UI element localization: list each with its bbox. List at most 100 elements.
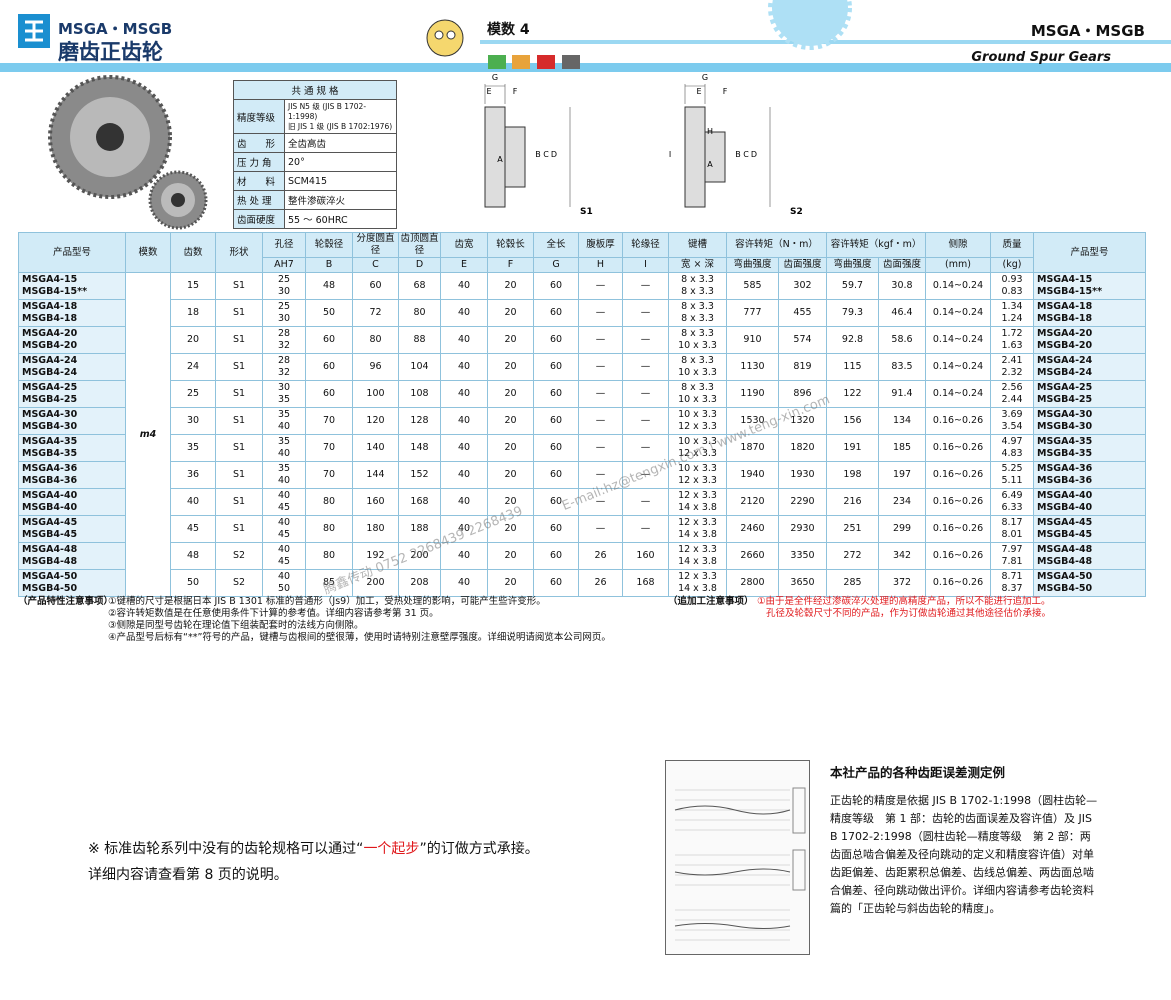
mass-cell: 6.49 6.33 (990, 488, 1035, 516)
model: MSGB4-20 (22, 340, 78, 351)
bend_nm: 1530 (726, 407, 779, 435)
custom-line1: ※ 标准齿轮系列中没有的齿轮规格可以通过“一个起步”的订做方式承接。 (88, 838, 539, 858)
spec-value-line: 全齿高齿 (288, 139, 327, 150)
width: 40 (440, 434, 488, 462)
model-cell: MSGA4-24 MSGB4-24 (18, 353, 126, 381)
keyway-cell: 12 x 3.3 14 x 3.8 (668, 542, 727, 570)
icon-lines (25, 20, 43, 42)
model-cell: MSGA4-50 MSGB4-50 (1033, 569, 1147, 597)
row: MSGA4-30 MSGB4-30 30 S1 35 40 70 120 128 40 20 60— —… (18, 407, 1147, 435)
bore: 40 (277, 490, 291, 501)
bore: 40 (277, 421, 291, 432)
bore: 32 (277, 340, 291, 351)
bore: 28 (277, 355, 291, 366)
width: 40 (440, 353, 488, 381)
note-item: ②容许转矩数值是在任意使用条件下计算的参考值。详细内容请参考第 31 页。 (108, 608, 439, 619)
tooth_nm: 1820 (778, 434, 827, 462)
mass: 8.17 (1001, 517, 1023, 528)
bend_kgf: 191 (826, 434, 879, 462)
bend_kgf: 79.3 (826, 299, 879, 327)
row: MSGA4-20 MSGB4-20 20 S1 28 32 60 80 88 40 20 60— —8 … (18, 326, 1147, 354)
header-cell: (kg) (990, 257, 1035, 273)
tooth_kgf: 46.4 (877, 299, 927, 327)
header-cell: 齿面强度 (877, 257, 927, 273)
spec-value: 全齿高齿 (284, 133, 397, 153)
header-cell: 轮毂长 (487, 232, 534, 258)
spec-value: SCM415 (284, 171, 397, 191)
model-cell: MSGA4-18 MSGB4-18 (18, 299, 126, 327)
pitch: 60 (352, 272, 399, 300)
mass: 1.24 (1001, 313, 1023, 324)
model: MSGA4-50 (1037, 571, 1093, 582)
shape: S1 (215, 380, 263, 408)
total: 60 (533, 353, 579, 381)
model: MSGB4-18 (22, 313, 78, 324)
total: 60 (533, 380, 579, 408)
model: MSGA4-18 (1037, 301, 1093, 312)
model: MSGB4-40 (22, 502, 78, 513)
note-item: ①键槽的尺寸是根据日本 JIS B 1301 标准的普通形（Js9）加工，受热处… (108, 596, 546, 607)
measure-chart (665, 760, 810, 955)
model: MSGB4-45 (22, 529, 78, 540)
bend_nm: 2120 (726, 488, 779, 516)
header-cell: 齿宽 (440, 232, 488, 258)
mass: 1.72 (1001, 328, 1023, 339)
spec-label: 齿 形 (233, 133, 285, 153)
header-cell: I (622, 257, 669, 273)
model: MSGB4-30 (22, 421, 78, 432)
pitch: 140 (352, 434, 399, 462)
bore: 35 (277, 463, 291, 474)
hub: 70 (305, 461, 353, 489)
keyway: 8 x 3.3 (681, 328, 714, 339)
header-cell: 齿顶圆直径 (398, 232, 441, 258)
model-cell: MSGA4-35 MSGB4-35 (18, 434, 126, 462)
tip: 128 (398, 407, 441, 435)
total: 60 (533, 326, 579, 354)
model: MSGB4-24 (22, 367, 78, 378)
model-cell: MSGA4-24 MSGB4-24 (1033, 353, 1147, 381)
header-cell: 侧隙 (925, 232, 992, 258)
model-cell: MSGA4-18 MSGB4-18 (1033, 299, 1147, 327)
header-cell: 模数 (125, 232, 171, 273)
pitch: 200 (352, 569, 399, 597)
bend_kgf: 251 (826, 515, 879, 543)
hub_len: 20 (487, 569, 534, 597)
header-cell: (mm) (925, 257, 992, 273)
spec-table: 共 通 规 格精度等级 JIS N5 级 (JIS B 1702-1:1998) 旧… (233, 80, 397, 229)
hub_len: 20 (487, 461, 534, 489)
keyway: 10 x 3.3 (678, 436, 717, 447)
bore: 32 (277, 367, 291, 378)
teeth: 30 (170, 407, 216, 435)
custom-line2: 详细内容请查看第 8 页的说明。 (88, 867, 288, 883)
keyway: 10 x 3.3 (678, 340, 717, 351)
backlash: 0.14~0.24 (925, 299, 992, 327)
tooth_kgf: 342 (877, 542, 927, 570)
hub_len: 20 (487, 299, 534, 327)
bend_kgf: 285 (826, 569, 879, 597)
bend_kgf: 198 (826, 461, 879, 489)
header-cell: 齿数 (170, 232, 216, 273)
model: MSGB4-50 (22, 583, 78, 594)
row: 热 处 理整件渗碳淬火 (233, 190, 397, 210)
model-cell: MSGA4-20 MSGB4-20 (18, 326, 126, 354)
bend_nm: 2660 (726, 542, 779, 570)
keyway: 8 x 3.3 (681, 286, 714, 297)
bore: 25 (277, 301, 291, 312)
bend_nm: 1190 (726, 380, 779, 408)
model: MSGA4-25 (1037, 382, 1093, 393)
keyway: 8 x 3.3 (681, 382, 714, 393)
mass: 7.81 (1001, 556, 1023, 567)
hub_len: 20 (487, 380, 534, 408)
spec-value-line: JIS N5 级 (JIS B 1702-1:1998) (288, 102, 367, 121)
mass-cell: 4.97 4.83 (990, 434, 1035, 462)
series: MSGA・MSGB (58, 20, 173, 38)
bore-cell: 40 50 (262, 569, 306, 597)
model: MSGA4-25 (22, 382, 78, 393)
header-cell: AH7 (262, 257, 306, 273)
bore-cell: 28 32 (262, 353, 306, 381)
bore: 25 (277, 274, 291, 285)
mass: 2.44 (1001, 394, 1023, 405)
tooth_nm: 896 (778, 380, 827, 408)
dim-label: C (543, 150, 549, 159)
tooth_nm: 302 (778, 272, 827, 300)
